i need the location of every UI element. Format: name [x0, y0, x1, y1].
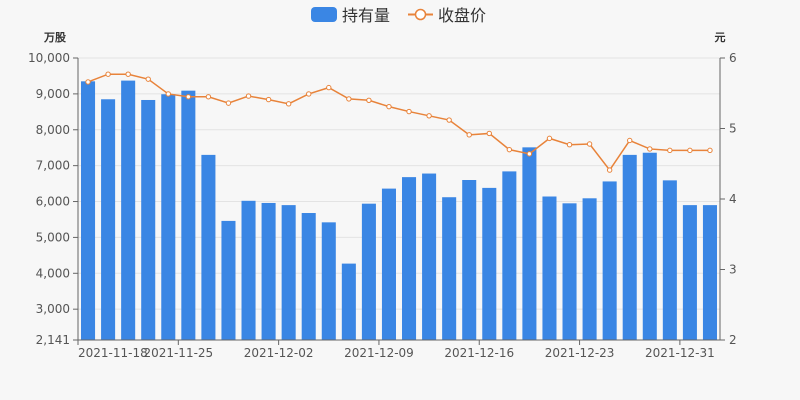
bar-holding[interactable] — [582, 198, 597, 340]
right-tick-label: 2 — [729, 333, 737, 347]
bar-holding[interactable] — [201, 154, 216, 340]
price-point[interactable] — [145, 76, 151, 82]
price-point[interactable] — [466, 132, 472, 138]
price-point[interactable] — [346, 96, 352, 102]
left-tick-label: 4,000 — [36, 266, 70, 280]
price-point[interactable] — [306, 91, 312, 97]
bar-holding[interactable] — [662, 180, 677, 340]
bar-holding[interactable] — [341, 263, 356, 340]
bar-holding[interactable] — [181, 90, 196, 340]
bar-holding[interactable] — [462, 180, 477, 340]
bar-holding[interactable] — [422, 173, 437, 340]
bar-holding[interactable] — [542, 196, 557, 340]
bar-holding[interactable] — [682, 205, 697, 340]
left-tick-label: 6,000 — [36, 195, 70, 209]
left-tick-label: 9,000 — [36, 87, 70, 101]
price-point[interactable] — [265, 96, 272, 103]
price-point[interactable] — [185, 94, 192, 100]
bar-holding[interactable] — [482, 187, 497, 340]
price-point[interactable] — [426, 113, 432, 119]
price-point[interactable] — [285, 101, 292, 107]
bar-holding[interactable] — [622, 154, 637, 340]
x-tick-label: 2021-12-02 — [244, 346, 314, 360]
legend-swatch-bar[interactable] — [311, 7, 337, 22]
bar-holding[interactable] — [502, 171, 517, 340]
price-point[interactable] — [446, 117, 452, 123]
right-tick-label: 5 — [729, 122, 737, 136]
price-point[interactable] — [125, 71, 131, 77]
x-tick-label: 2021-11-25 — [143, 346, 213, 360]
bar-holding[interactable] — [121, 80, 136, 340]
bar-holding[interactable] — [161, 94, 176, 341]
bar-holding[interactable] — [301, 213, 316, 340]
legend-swatch-marker[interactable] — [414, 8, 427, 21]
bar-holding[interactable] — [281, 205, 296, 340]
bar-holding[interactable] — [522, 147, 537, 340]
price-point[interactable] — [386, 103, 392, 110]
price-point[interactable] — [606, 167, 613, 173]
bar-holding[interactable] — [81, 81, 96, 340]
bar-holding[interactable] — [562, 203, 577, 340]
bar-holding[interactable] — [101, 99, 116, 340]
right-axis-unit: 元 — [715, 31, 726, 44]
price-point[interactable] — [486, 130, 492, 137]
x-tick-label: 2021-12-23 — [545, 346, 615, 360]
right-tick-label: 6 — [729, 51, 737, 65]
x-tick-label: 2021-12-16 — [444, 346, 514, 360]
bar-holding[interactable] — [321, 222, 336, 340]
price-point[interactable] — [205, 94, 212, 100]
price-point[interactable] — [647, 146, 653, 152]
x-tick-label: 2021-12-31 — [645, 346, 715, 360]
price-point[interactable] — [667, 147, 673, 154]
price-point[interactable] — [366, 97, 372, 104]
price-point[interactable] — [506, 146, 513, 153]
bar-holding[interactable] — [642, 152, 657, 340]
bar-holding[interactable] — [141, 99, 156, 340]
right-tick-label: 4 — [729, 192, 737, 206]
price-point[interactable] — [566, 142, 573, 148]
bar-holding[interactable] — [221, 220, 236, 340]
price-point[interactable] — [85, 79, 91, 85]
price-point[interactable] — [406, 108, 412, 115]
bar-holding[interactable] — [402, 177, 417, 340]
legend-label-holding[interactable]: 持有量 — [342, 6, 390, 25]
left-tick-label: 2,141 — [36, 333, 70, 347]
price-point[interactable] — [526, 151, 533, 157]
price-point[interactable] — [627, 137, 633, 144]
bar-holding[interactable] — [702, 205, 717, 340]
price-point[interactable] — [546, 135, 553, 142]
right-tick-label: 3 — [729, 263, 737, 277]
bar-holding[interactable] — [442, 197, 457, 340]
left-tick-label: 7,000 — [36, 159, 70, 173]
left-axis-unit: 万股 — [43, 31, 67, 44]
legend[interactable]: 持有量 收盘价 — [311, 6, 486, 25]
bar-holding[interactable] — [361, 203, 376, 340]
price-point[interactable] — [326, 84, 332, 91]
price-point[interactable] — [225, 100, 232, 106]
price-point[interactable] — [687, 147, 693, 154]
price-point[interactable] — [707, 147, 713, 154]
left-tick-label: 8,000 — [36, 123, 70, 137]
bar-holding[interactable] — [381, 188, 396, 340]
left-tick-label: 3,000 — [36, 302, 70, 316]
line-close-price[interactable] — [87, 73, 710, 172]
x-tick-label: 2021-11-18 — [78, 346, 148, 360]
price-point[interactable] — [105, 71, 111, 77]
legend-label-price[interactable]: 收盘价 — [438, 6, 486, 25]
price-point[interactable] — [586, 141, 593, 147]
price-point[interactable] — [245, 93, 252, 99]
price-point[interactable] — [165, 91, 171, 97]
x-tick-label: 2021-12-09 — [344, 346, 414, 360]
left-tick-label: 5,000 — [36, 230, 70, 244]
bar-holding[interactable] — [602, 181, 617, 340]
bar-holding[interactable] — [261, 202, 276, 340]
left-tick-label: 10,000 — [28, 51, 70, 65]
bar-holding[interactable] — [241, 200, 256, 340]
